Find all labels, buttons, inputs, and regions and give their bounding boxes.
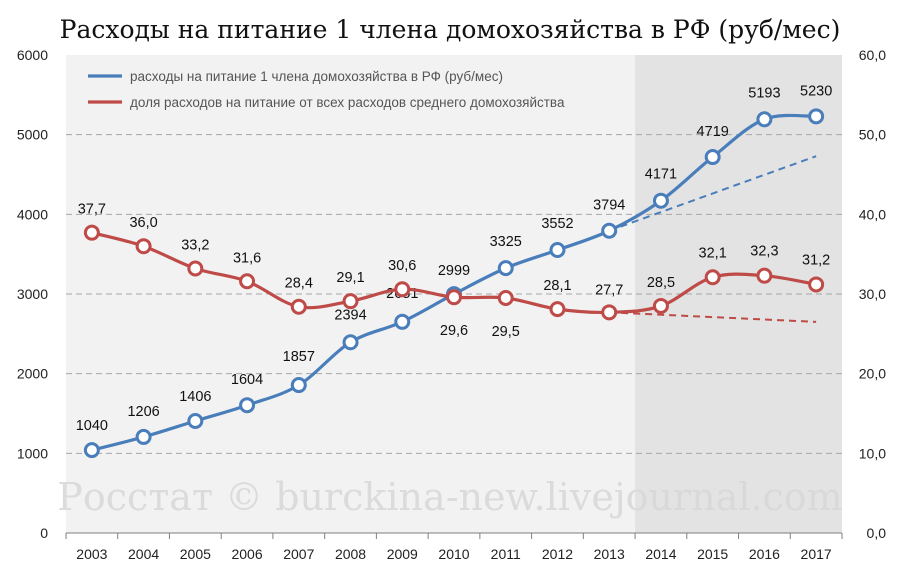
data-point-expenses	[497, 260, 514, 277]
data-point-share	[239, 273, 256, 290]
data-point-expenses	[342, 334, 359, 351]
legend-entry: расходы на питание 1 члена домохозяйства…	[130, 69, 503, 84]
y-right-tick-label: 60,0	[859, 47, 886, 63]
data-point-share	[704, 269, 721, 286]
data-label-expenses: 4719	[697, 124, 729, 140]
data-label-share: 31,2	[802, 252, 830, 268]
data-point-expenses	[549, 242, 566, 259]
x-tick-label: 2010	[438, 546, 469, 562]
data-label-expenses: 5230	[800, 83, 832, 99]
data-point-share	[652, 297, 669, 314]
data-point-expenses	[239, 397, 256, 414]
x-tick-label: 2005	[180, 546, 211, 562]
x-tick-label: 2003	[76, 546, 107, 562]
data-point-share	[83, 224, 100, 241]
data-label-expenses: 3794	[593, 198, 625, 214]
y-right-tick-label: 30,0	[859, 286, 886, 302]
data-label-expenses: 1206	[127, 404, 159, 420]
data-point-expenses	[290, 377, 307, 394]
trend-line-share	[609, 311, 817, 323]
y-left-tick-label: 2000	[17, 366, 48, 382]
data-point-share	[394, 281, 411, 298]
data-label-expenses: 5193	[748, 85, 780, 101]
watermark-text: Росстат © burckina-new.livejournal.com	[57, 475, 842, 519]
data-label-share: 36,0	[129, 215, 157, 231]
data-point-share	[446, 289, 462, 306]
y-right-tick-label: 10,0	[859, 445, 886, 461]
data-label-expenses: 1857	[283, 349, 315, 365]
y-left-tick-label: 6000	[17, 47, 48, 63]
y-left-tick-label: 1000	[17, 445, 48, 461]
data-label-share: 31,6	[233, 250, 261, 266]
data-label-share: 33,2	[181, 238, 209, 254]
data-point-share	[187, 260, 204, 277]
data-point-expenses	[601, 222, 618, 239]
data-label-expenses: 3325	[490, 234, 522, 250]
data-point-expenses	[394, 313, 411, 330]
x-tick-label: 2007	[283, 546, 314, 562]
chart-title: Расходы на питание 1 члена домохозяйства…	[60, 15, 841, 44]
y-right-tick-label: 0,0	[867, 525, 887, 541]
y-right-tick-label: 20,0	[859, 366, 886, 382]
data-label-share: 32,3	[750, 244, 778, 260]
x-tick-label: 2013	[594, 546, 625, 562]
data-label-share: 27,7	[595, 282, 623, 298]
y-left-tick-label: 4000	[17, 206, 48, 222]
data-label-share: 30,6	[388, 258, 416, 274]
y-left-tick-label: 5000	[17, 127, 48, 143]
data-label-expenses: 2999	[438, 263, 470, 279]
x-tick-label: 2015	[697, 546, 728, 562]
data-point-share	[135, 238, 152, 255]
y-right-tick-label: 40,0	[859, 206, 886, 222]
data-label-expenses: 3552	[541, 216, 573, 232]
data-label-expenses: 4171	[645, 167, 677, 183]
data-label-expenses: 1406	[179, 389, 211, 405]
data-point-share	[756, 267, 773, 284]
legend-entry: доля расходов на питание от всех расходо…	[130, 95, 565, 110]
x-tick-label: 2006	[231, 546, 262, 562]
data-label-share: 28,4	[285, 276, 313, 292]
data-point-expenses	[83, 442, 100, 459]
data-label-expenses: 1040	[76, 418, 108, 434]
x-tick-label: 2012	[542, 546, 573, 562]
data-label-expenses: 2394	[334, 307, 366, 323]
x-tick-label: 2017	[801, 546, 832, 562]
x-tick-label: 2014	[645, 546, 676, 562]
data-point-share	[290, 298, 307, 315]
data-point-expenses	[187, 412, 204, 429]
y-left-tick-label: 0	[40, 525, 48, 541]
data-point-expenses	[704, 149, 721, 166]
x-tick-label: 2011	[491, 546, 521, 562]
data-label-share: 29,5	[492, 324, 520, 340]
x-tick-label: 2009	[387, 546, 418, 562]
data-point-share	[342, 293, 359, 310]
data-label-share: 28,1	[543, 278, 571, 294]
data-label-share: 28,5	[647, 275, 675, 291]
data-label-share: 32,1	[699, 245, 727, 261]
data-label-share: 37,7	[78, 202, 106, 218]
y-right-tick-label: 50,0	[859, 127, 886, 143]
data-point-expenses	[808, 108, 825, 125]
data-label-share: 29,1	[336, 270, 364, 286]
data-point-expenses	[652, 192, 669, 209]
y-left-tick-label: 3000	[17, 286, 48, 302]
x-tick-label: 2016	[749, 546, 780, 562]
data-label-expenses: 1604	[231, 372, 263, 388]
data-label-share: 29,6	[440, 323, 468, 339]
data-point-expenses	[135, 428, 152, 445]
trend-line-expenses	[608, 155, 817, 232]
x-tick-label: 2004	[128, 546, 159, 562]
data-point-share	[601, 304, 618, 321]
data-point-share	[549, 301, 566, 318]
data-point-expenses	[756, 111, 773, 128]
data-point-share	[808, 276, 825, 293]
data-point-share	[497, 289, 514, 306]
x-tick-label: 2008	[335, 546, 366, 562]
